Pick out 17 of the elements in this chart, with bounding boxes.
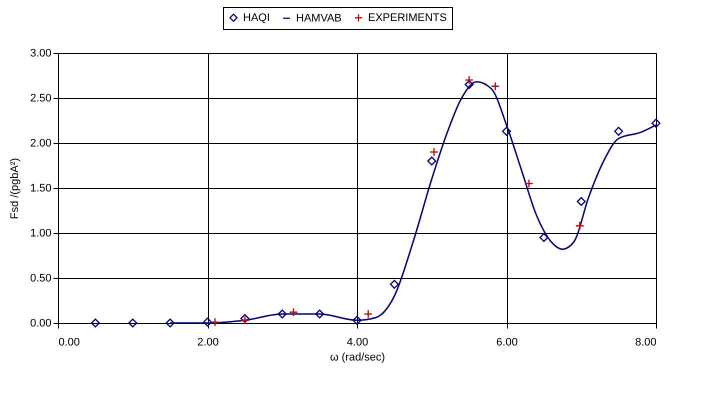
x-axis-title: ω (rad/sec)	[330, 352, 386, 364]
x-tick-label: 4.00	[346, 336, 368, 348]
y-tick-label: 1.50	[30, 182, 52, 194]
y-tick-label: 2.00	[30, 138, 52, 150]
y-tick-label: 3.00	[30, 48, 52, 60]
y-axis-title: Fsd /(pgbA²)	[9, 158, 22, 220]
y-tick-label: 1.00	[30, 228, 52, 240]
legend-label: HAQI	[243, 12, 270, 24]
y-tick-label: 0.50	[30, 272, 52, 284]
y-tick-label: 0.00	[30, 318, 52, 330]
y-tick-label: 2.50	[30, 92, 52, 104]
legend-label: HAMVAB	[296, 12, 342, 24]
legend-label: EXPERIMENTS	[368, 12, 447, 24]
x-tick-label: 2.00	[197, 336, 219, 348]
x-tick-label: 6.00	[496, 336, 518, 348]
x-tick-label: 0.00	[58, 336, 80, 348]
x-tick-label: 8.00	[635, 336, 656, 348]
